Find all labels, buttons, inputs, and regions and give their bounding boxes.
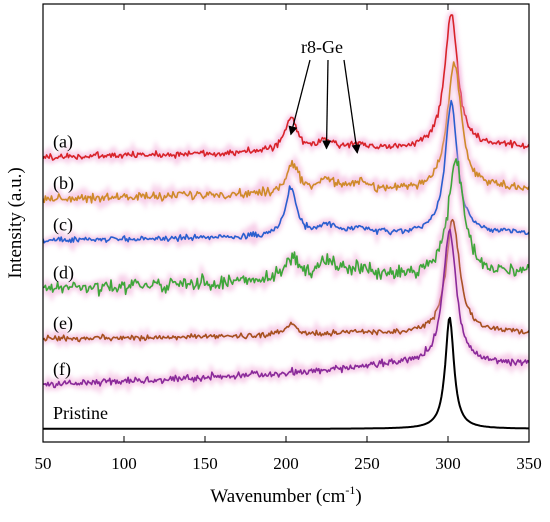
series-label: (e) — [53, 313, 73, 334]
x-tick-label: 250 — [354, 454, 380, 473]
series-label: Pristine — [53, 403, 108, 423]
x-axis-title: Wavenumber (cm-1) — [210, 483, 361, 507]
x-tick-label: 100 — [111, 454, 137, 473]
series-label: (b) — [53, 173, 74, 194]
annotation-label: r8-Ge — [301, 37, 343, 57]
x-tick-label: 200 — [273, 454, 299, 473]
x-axis: 50 100 150 200 250 300 350 — [35, 4, 542, 473]
series-layer — [43, 11, 529, 430]
y-axis-title: Intensity (a.u.) — [5, 167, 26, 278]
annotation-arrow — [322, 59, 332, 150]
series-label: (a) — [53, 131, 73, 152]
x-axis-title-main: Wavenumber (cm — [210, 486, 345, 507]
x-tick-label: 300 — [435, 454, 461, 473]
series-line — [43, 228, 529, 389]
annotation-arrow — [343, 59, 361, 154]
series-line — [43, 14, 529, 161]
x-axis-title-superscript: -1 — [345, 483, 355, 497]
series-label: (f) — [53, 359, 71, 380]
x-tick-label: 50 — [35, 454, 52, 473]
x-tick-label: 350 — [516, 454, 542, 473]
x-tick-label: 150 — [192, 454, 218, 473]
r8-ge-annotation: r8-Ge — [288, 37, 361, 154]
x-axis-title-suffix: ) — [355, 486, 361, 507]
series-labels: (a) (b) (c) (d) (e) (f) Pristine — [53, 131, 108, 423]
series-label: (d) — [53, 263, 74, 284]
series-line — [43, 99, 529, 244]
series-line — [43, 158, 529, 297]
series-label: (c) — [53, 215, 73, 236]
series-line — [43, 316, 529, 430]
annotation-arrow — [288, 59, 311, 136]
